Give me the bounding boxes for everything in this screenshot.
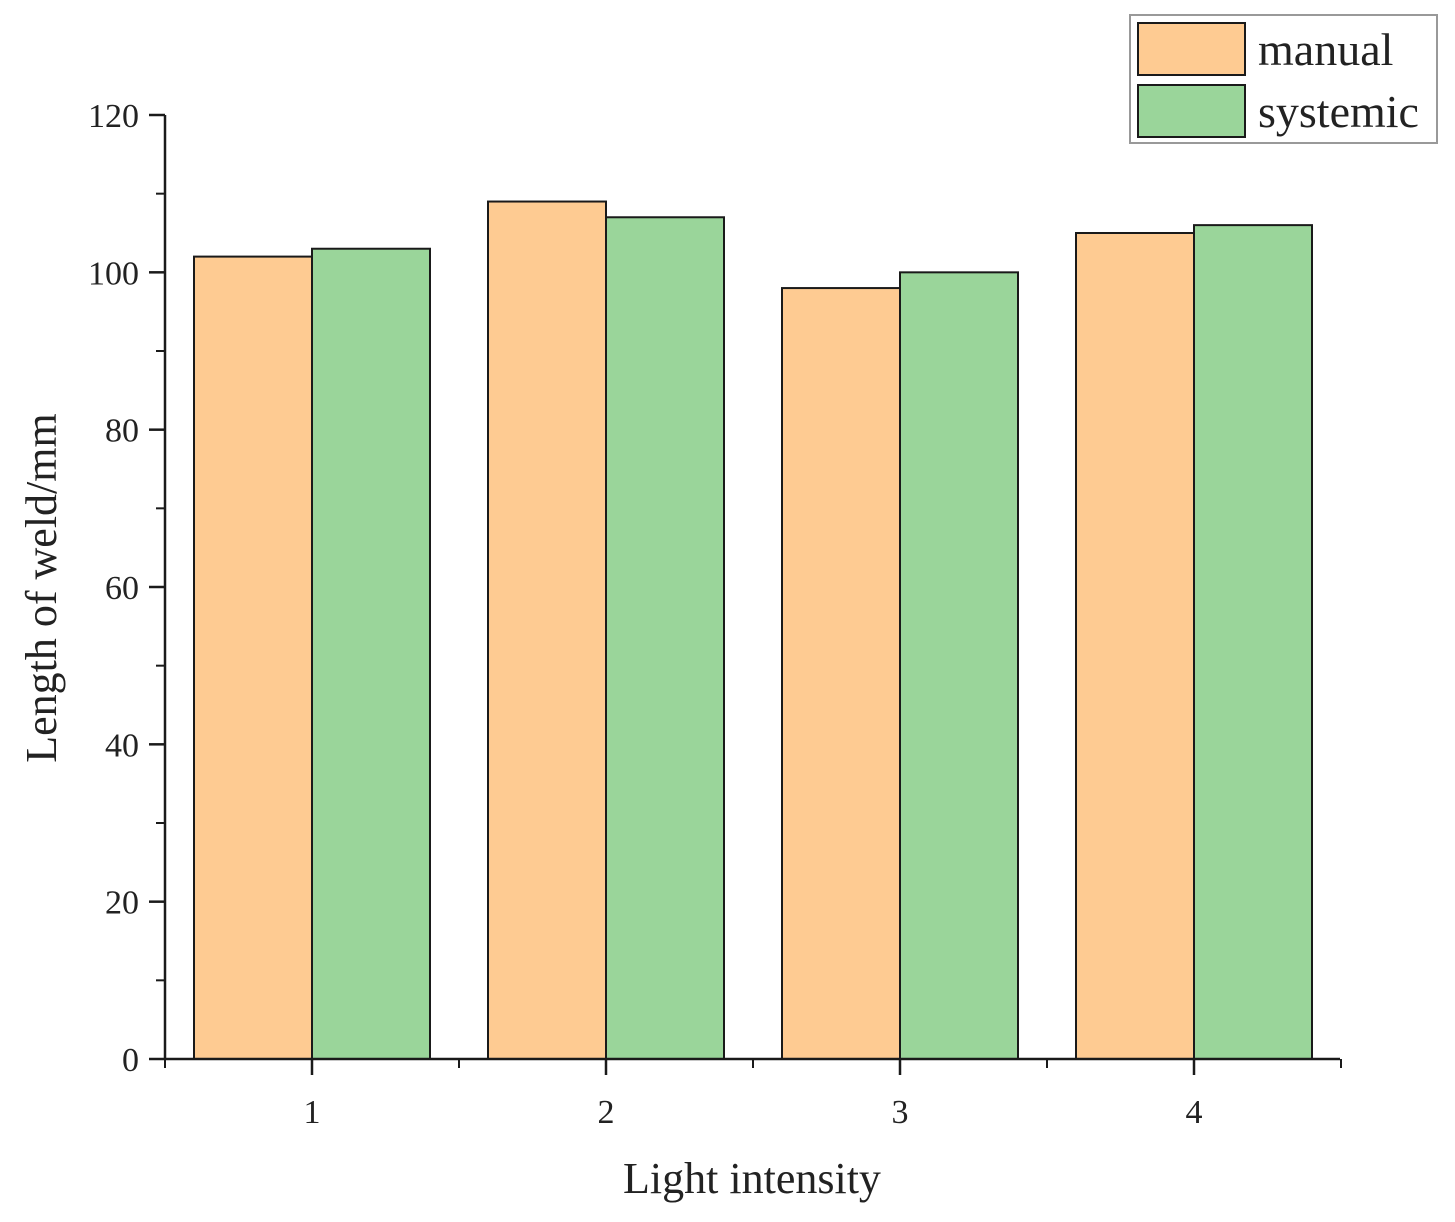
y-tick-label-20: 20: [105, 885, 139, 922]
bar-manual-1: [193, 255, 313, 1061]
y-tick-label-0: 0: [122, 1042, 139, 1079]
axes-layer: 0 20 40 60 80 100 120 1 2 3 4: [88, 98, 1342, 1131]
legend-label-systemic: systemic: [1258, 86, 1419, 137]
x-tick-label-1: 1: [304, 1094, 321, 1131]
bar-manual-3: [781, 287, 901, 1061]
legend-swatch-systemic: [1137, 84, 1246, 138]
y-tick-label-80: 80: [105, 413, 139, 450]
bar-systemic-1: [311, 247, 431, 1060]
x-tick-label-2: 2: [598, 1094, 615, 1131]
labels-layer: Light intensity Length of weld/mm: [17, 413, 881, 1203]
x-axis-title: Light intensity: [623, 1154, 881, 1203]
legend-swatch-manual: [1137, 22, 1246, 76]
bar-systemic-2: [605, 216, 725, 1060]
bar-systemic-4: [1193, 224, 1313, 1060]
x-tick-label-4: 4: [1186, 1094, 1203, 1131]
x-tick-label-3: 3: [892, 1094, 909, 1131]
bar-systemic-3: [899, 271, 1019, 1061]
bar-manual-4: [1075, 232, 1195, 1060]
legend: manual systemic: [1129, 14, 1438, 144]
bars-layer: [193, 200, 1313, 1061]
y-tick-label-40: 40: [105, 727, 139, 764]
y-tick-label-120: 120: [88, 98, 139, 135]
bar-manual-2: [487, 200, 607, 1061]
y-tick-label-100: 100: [88, 255, 139, 292]
legend-label-manual: manual: [1258, 24, 1393, 75]
y-tick-label-60: 60: [105, 570, 139, 607]
y-axis-title: Length of weld/mm: [17, 413, 66, 763]
